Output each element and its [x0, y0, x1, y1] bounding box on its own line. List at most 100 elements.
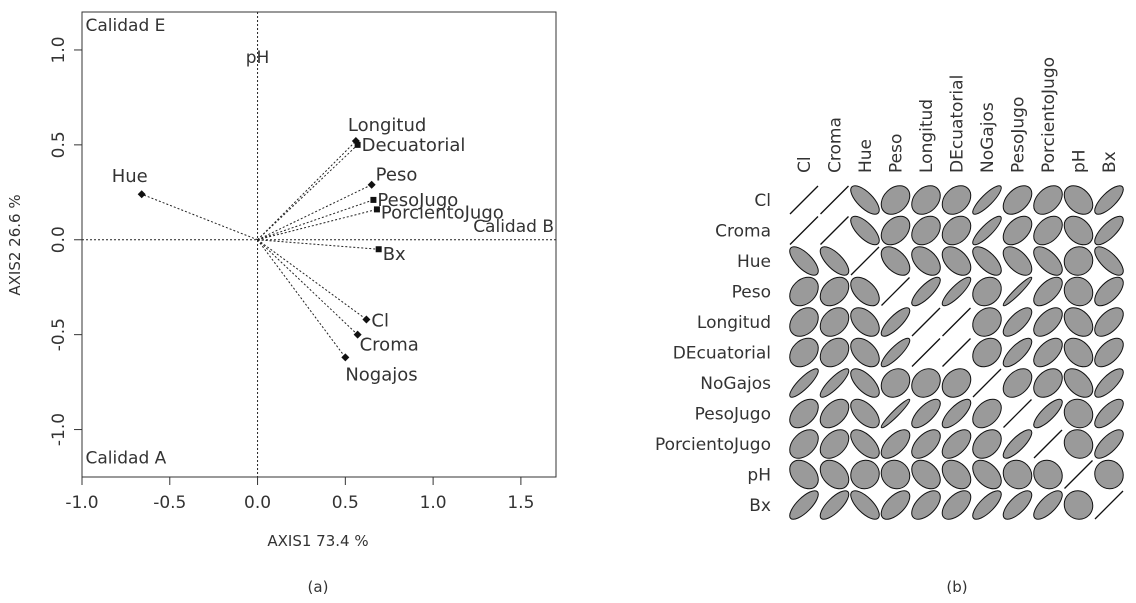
column-label-bx: Bx	[1100, 151, 1120, 173]
correlation-cell	[911, 429, 941, 459]
correlation-ellipse	[1033, 368, 1063, 398]
correlation-cell	[1033, 215, 1063, 246]
correlation-ellipse	[850, 459, 880, 490]
correlation-cell	[880, 459, 911, 490]
correlation-cell	[789, 490, 819, 520]
correlation-cell	[972, 459, 1002, 490]
correlation-ellipse	[819, 276, 850, 307]
correlation-cell	[1094, 368, 1124, 398]
row-label-porcientojugo: PorcientoJugo	[655, 435, 771, 455]
correlation-ellipse	[1033, 185, 1063, 215]
correlation-ellipse	[1094, 246, 1124, 276]
correlation-ellipse	[850, 490, 880, 520]
annotation-calidad-b: Calidad B	[473, 217, 554, 237]
vector-cl: Cl	[257, 239, 389, 331]
correlation-ellipse	[911, 215, 941, 246]
correlation-cell	[1063, 490, 1094, 520]
correlation-ellipse	[819, 398, 850, 429]
correlation-cell	[880, 307, 911, 337]
correlation-cell	[880, 368, 911, 398]
correlation-ellipse	[972, 246, 1002, 276]
correlation-cell	[1094, 185, 1124, 215]
correlation-ellipse	[880, 246, 911, 276]
vector-label: PesoJugo	[377, 190, 458, 211]
x-tick-label: 1.5	[507, 493, 534, 513]
correlation-ellipse	[1002, 459, 1033, 490]
vector-label: Croma	[360, 335, 419, 356]
correlation-ellipse	[972, 337, 1002, 368]
column-label-croma: Croma	[826, 117, 846, 173]
correlation-ellipse	[941, 429, 972, 459]
correlation-ellipse	[972, 307, 1002, 337]
correlation-cell	[1033, 429, 1063, 459]
vector-label: Bx	[383, 244, 406, 265]
correlation-ellipse	[1002, 337, 1033, 368]
vector-nogajos: Nogajos	[257, 239, 418, 385]
correlation-ellipse	[1033, 337, 1063, 368]
vector-marker	[370, 196, 377, 203]
correlation-cell	[1002, 185, 1033, 215]
correlation-cell	[850, 337, 880, 368]
correlation-ellipse	[789, 307, 819, 337]
correlation-ellipse	[850, 276, 880, 307]
correlation-column-labels: Cl Croma Hue Peso Longitud DEcuatorial NoGajos…	[795, 57, 1120, 173]
correlation-ellipse	[1094, 276, 1124, 307]
correlation-cell	[789, 216, 819, 245]
correlation-ellipse	[819, 246, 850, 276]
correlation-ellipse	[1002, 276, 1033, 307]
correlation-cell	[941, 246, 972, 276]
correlation-cell	[972, 368, 1002, 398]
correlation-ellipse	[972, 490, 1002, 520]
correlation-cell	[819, 459, 850, 490]
column-label-decuatorial: DEcuatorial	[948, 75, 968, 173]
correlation-ellipse	[1094, 398, 1124, 429]
correlation-cell	[850, 368, 880, 398]
correlation-cell	[942, 338, 971, 367]
vector-line	[257, 239, 346, 358]
correlation-cell	[941, 490, 972, 520]
correlation-cell	[972, 490, 1002, 520]
correlation-cell	[972, 215, 1002, 246]
correlation-cell	[1033, 307, 1063, 337]
diagonal-mark	[972, 368, 1002, 398]
correlation-ellipse	[1033, 459, 1063, 490]
correlation-cell	[789, 337, 819, 368]
correlation-ellipse	[1033, 490, 1063, 520]
correlation-ellipse	[850, 337, 880, 368]
correlation-cell	[972, 429, 1002, 459]
correlation-ellipse	[941, 215, 972, 246]
vector-line	[141, 193, 258, 241]
correlation-cell	[819, 368, 850, 398]
row-label-peso: Peso	[732, 283, 771, 303]
correlation-cell	[820, 185, 849, 215]
x-tick-label: 1.0	[420, 493, 447, 513]
correlation-ellipse	[880, 429, 911, 459]
correlation-cell	[789, 276, 819, 307]
biplot-x-axis: -1.0 -0.5 0.0 0.5 1.0 1.5	[65, 476, 534, 513]
correlation-cell	[941, 215, 972, 246]
correlation-cell	[941, 459, 972, 490]
correlation-ellipse	[880, 368, 911, 398]
correlation-cell	[789, 307, 819, 337]
correlation-ellipse	[941, 459, 972, 490]
annotation-calidad-e: Calidad E	[86, 16, 166, 36]
correlation-ellipse	[789, 490, 819, 520]
correlation-cell	[880, 215, 911, 246]
correlation-ellipse	[972, 185, 1002, 215]
correlation-cell	[911, 368, 941, 398]
correlation-ellipse	[941, 185, 972, 215]
correlation-cell	[972, 398, 1002, 429]
vector-line	[257, 184, 372, 241]
correlation-ellipse	[789, 398, 819, 429]
correlation-cell	[911, 185, 941, 215]
correlation-cell	[850, 215, 880, 246]
correlation-ellipse	[819, 368, 850, 398]
row-label-bx: Bx	[749, 496, 771, 516]
correlation-cell	[850, 459, 880, 490]
correlation-cell	[911, 246, 941, 276]
correlation-ellipse	[942, 307, 971, 337]
correlation-ellipse	[850, 398, 880, 429]
column-label-porcientojugo: PorcientoJugo	[1039, 57, 1059, 173]
